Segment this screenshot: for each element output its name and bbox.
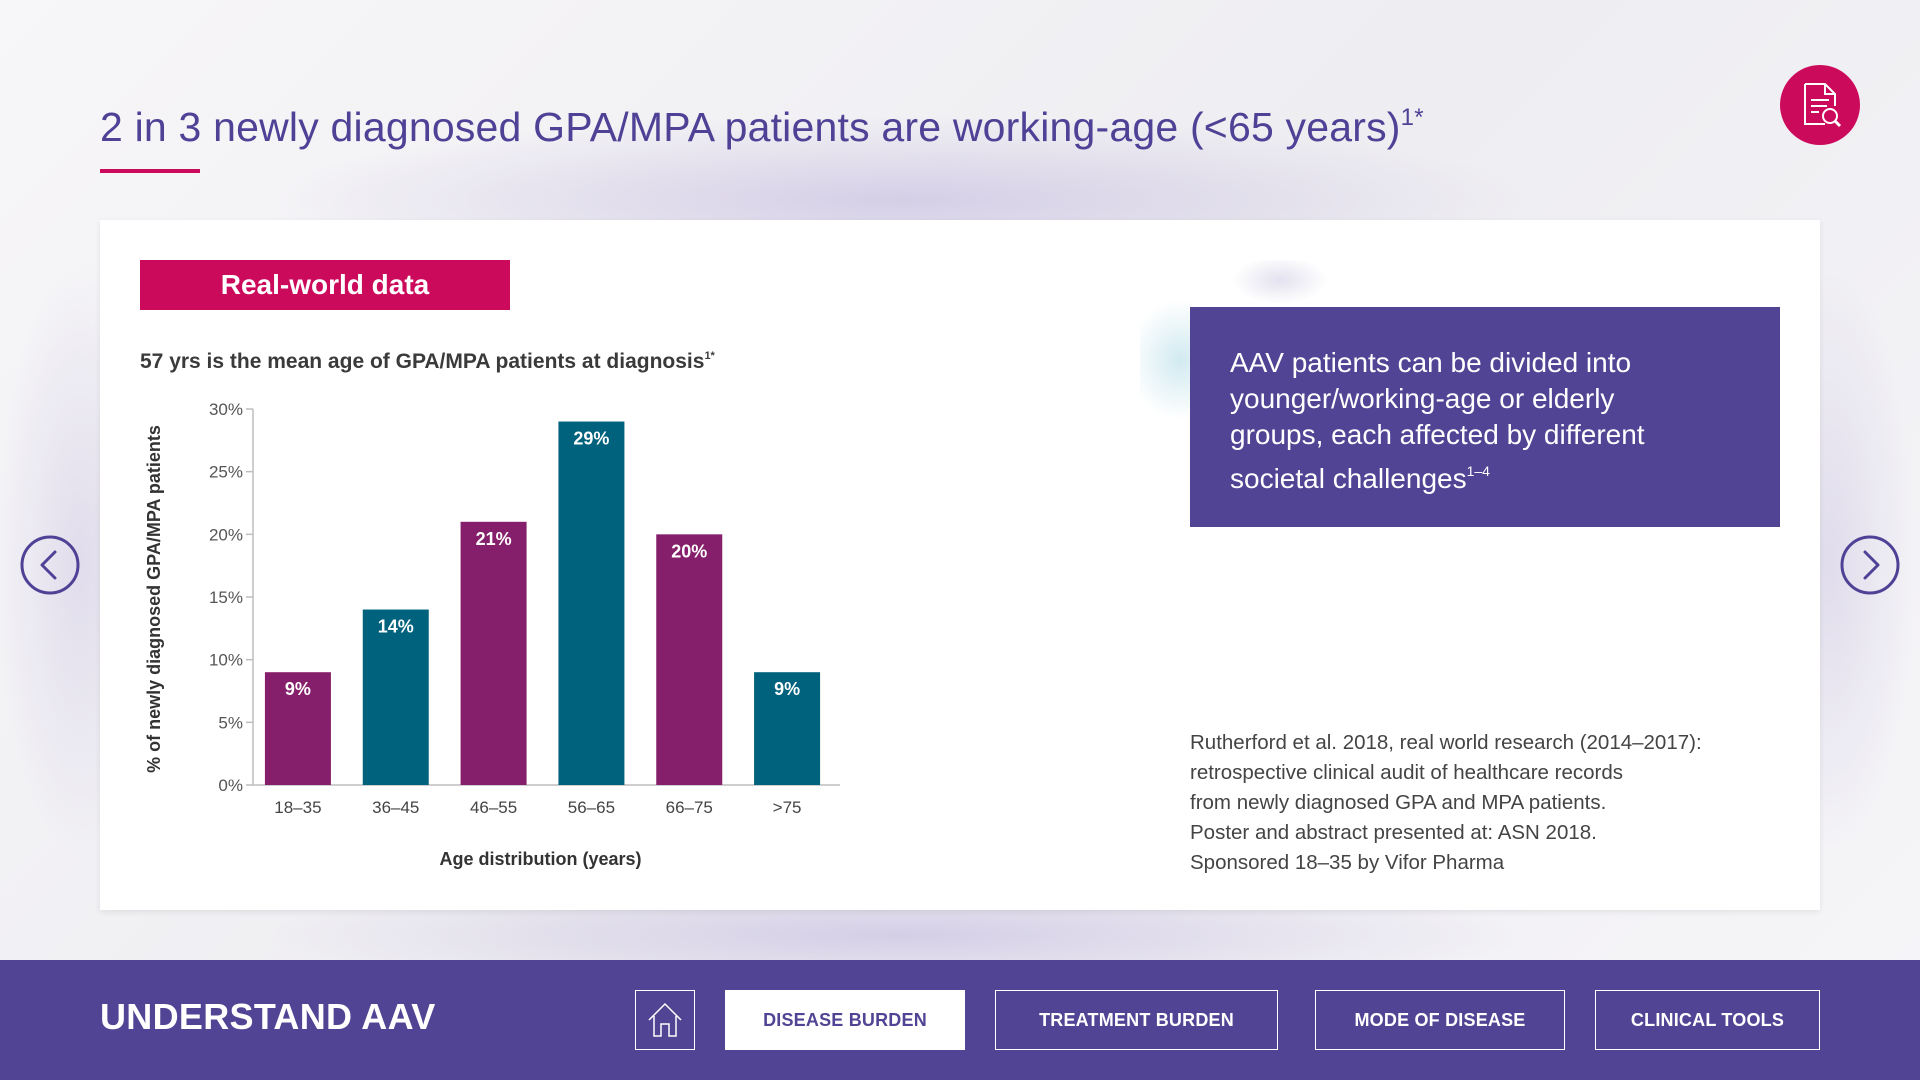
tab-clinical-tools[interactable]: CLINICAL TOOLS xyxy=(1595,990,1820,1050)
info-callout-box: AAV patients can be divided into younger… xyxy=(1190,307,1780,527)
info-footnote: 1–4 xyxy=(1466,463,1490,479)
home-button[interactable] xyxy=(635,990,695,1050)
real-world-data-tag: Real-world data xyxy=(140,260,510,310)
y-tick-label: 10% xyxy=(209,651,243,670)
info-line: groups, each affected by different xyxy=(1230,419,1645,450)
bar-value-label: 9% xyxy=(774,679,800,699)
home-icon xyxy=(648,1002,682,1037)
bar-1 xyxy=(362,609,429,785)
section-title: UNDERSTAND AAV xyxy=(100,996,436,1037)
chart-subtitle: 57 yrs is the mean age of GPA/MPA patien… xyxy=(140,350,715,374)
y-axis-ticks: 0% 5% 10% 15% 20% 25% 30% xyxy=(209,400,253,795)
chevron-left-circle-icon xyxy=(20,535,80,595)
bar-3 xyxy=(558,421,625,785)
next-slide-button[interactable] xyxy=(1840,535,1900,595)
previous-slide-button[interactable] xyxy=(20,535,80,595)
page-title: 2 in 3 newly diagnosed GPA/MPA patients … xyxy=(100,104,1424,151)
source-line: Sponsored 18–35 by Vifor Pharma xyxy=(1190,851,1505,874)
page-title-footnote: 1* xyxy=(1400,104,1424,131)
tab-mode-of-disease[interactable]: MODE OF DISEASE xyxy=(1315,990,1565,1050)
tab-disease-burden[interactable]: DISEASE BURDEN xyxy=(725,990,965,1050)
x-category-label: 18–35 xyxy=(274,798,321,817)
document-search-icon xyxy=(1804,83,1842,128)
content-card: Real-world data 57 yrs is the mean age o… xyxy=(100,220,1820,910)
source-line: Rutherford et al. 2018, real world resea… xyxy=(1190,731,1702,754)
source-citation: Rutherford et al. 2018, real world resea… xyxy=(1190,728,1790,878)
bar-value-label: 20% xyxy=(671,541,707,561)
title-underline xyxy=(100,169,200,173)
bar-value-label: 21% xyxy=(476,529,512,549)
info-line: societal challenges1–4 xyxy=(1230,453,1740,497)
bar-0 xyxy=(264,672,331,785)
x-category-label: 46–55 xyxy=(470,798,517,817)
y-tick-label: 25% xyxy=(209,463,243,482)
tab-treatment-burden[interactable]: TREATMENT BURDEN xyxy=(995,990,1278,1050)
bar-2 xyxy=(460,521,527,785)
x-category-label: >75 xyxy=(773,798,802,817)
y-tick-label: 30% xyxy=(209,400,243,419)
age-distribution-bar-chart: 0% 5% 10% 15% 20% 25% 30% 9% 14% 21% 29% 20% 9% 18–… xyxy=(144,400,840,869)
page-title-text: 2 in 3 newly diagnosed GPA/MPA patients … xyxy=(100,104,1401,150)
bar-5 xyxy=(754,672,821,785)
x-category-label: 36–45 xyxy=(372,798,419,817)
info-line: AAV patients can be divided into xyxy=(1230,347,1632,378)
x-axis-title: Age distribution (years) xyxy=(439,849,641,869)
info-line: younger/working-age or elderly xyxy=(1230,383,1615,414)
source-line: retrospective clinical audit of healthca… xyxy=(1190,761,1623,784)
chart-subtitle-text: 57 yrs is the mean age of GPA/MPA patien… xyxy=(140,350,705,373)
chevron-right-circle-icon xyxy=(1840,535,1900,595)
y-tick-label: 15% xyxy=(209,588,243,607)
chart-subtitle-footnote: 1* xyxy=(704,350,715,362)
source-line: from newly diagnosed GPA and MPA patient… xyxy=(1190,791,1607,814)
x-axis-labels: 18–35 36–45 46–55 56–65 66–75 >75 xyxy=(274,798,801,817)
info-line-text: societal challenges xyxy=(1230,463,1467,494)
bar-value-label: 29% xyxy=(573,429,609,449)
bar-value-label: 14% xyxy=(378,617,414,637)
x-category-label: 56–65 xyxy=(568,798,615,817)
y-tick-label: 20% xyxy=(209,525,243,544)
footer-nav-bar: UNDERSTAND AAV DISEASE BURDEN TREATMENT … xyxy=(0,960,1920,1080)
y-tick-label: 5% xyxy=(218,713,243,732)
references-button[interactable] xyxy=(1780,65,1860,145)
y-axis-title: % of newly diagnosed GPA/MPA patients xyxy=(144,425,164,773)
x-category-label: 66–75 xyxy=(666,798,713,817)
y-tick-label: 0% xyxy=(218,776,243,795)
source-line: Poster and abstract presented at: ASN 20… xyxy=(1190,821,1597,844)
bar-4 xyxy=(656,534,723,785)
bars-group: 9% 14% 21% 29% 20% 9% xyxy=(264,421,821,785)
bar-value-label: 9% xyxy=(285,679,311,699)
